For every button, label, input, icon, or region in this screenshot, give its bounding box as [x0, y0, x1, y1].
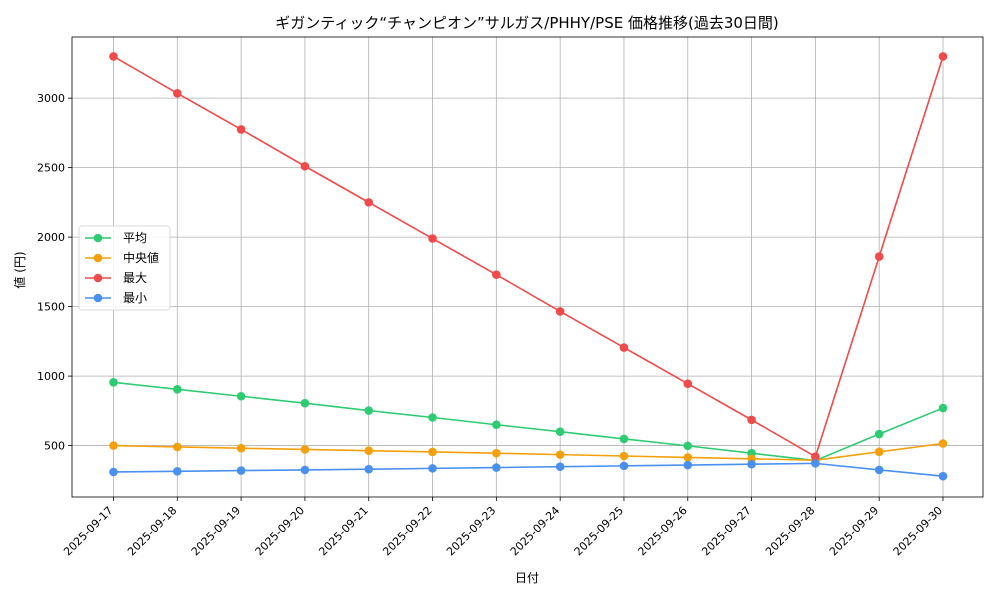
series-line-4: [113, 462, 944, 477]
series-line-3: [113, 55, 944, 458]
legend-marker: [93, 293, 103, 303]
x-tick-label: 2025-09-22: [380, 504, 434, 558]
data-point: [428, 464, 437, 473]
data-point: [938, 439, 948, 448]
x-tick-label: 2025-09-30: [891, 504, 945, 558]
x-tick-label: 2025-09-21: [316, 504, 370, 558]
data-point: [555, 450, 565, 459]
series-layer: [109, 52, 948, 481]
data-point: [236, 125, 246, 134]
data-point: [109, 441, 118, 450]
data-point: [811, 459, 820, 468]
x-tick-label: 2025-09-29: [827, 504, 881, 558]
y-axis-label: 値 (円): [12, 251, 27, 288]
data-point: [364, 464, 374, 474]
y-tick-label: 2500: [37, 162, 65, 175]
legend-label: 最大: [123, 271, 147, 285]
data-point: [747, 415, 756, 425]
data-point: [683, 453, 693, 462]
data-point: [619, 451, 629, 461]
data-point: [300, 465, 310, 475]
x-tick-label: 2025-09-25: [572, 504, 626, 558]
legend-box: [78, 225, 171, 311]
y-tick-label: 500: [44, 440, 65, 453]
y-tick-label: 3000: [37, 92, 65, 105]
data-point: [109, 467, 118, 477]
data-point: [874, 465, 884, 475]
data-point: [874, 447, 884, 457]
data-point: [173, 466, 182, 476]
data-point: [555, 462, 565, 472]
legend-marker: [93, 233, 103, 243]
series-line-2: [113, 442, 944, 461]
x-tick-label: 2025-09-18: [125, 504, 179, 558]
data-point: [109, 378, 118, 387]
tick-labels: 2025-09-17 2025-09-18 2025-09-19 2025-09-20…: [37, 92, 945, 558]
y-tick-label: 1000: [37, 370, 65, 383]
data-point: [364, 446, 374, 456]
data-point: [236, 391, 246, 401]
data-point: [619, 461, 629, 471]
x-tick-label: 2025-09-26: [635, 504, 689, 558]
x-tick-label: 2025-09-20: [253, 504, 307, 558]
data-point: [492, 448, 501, 458]
data-point: [300, 161, 310, 171]
legend-marker: [93, 253, 103, 263]
data-point: [492, 420, 501, 430]
x-tick-label: 2025-09-24: [508, 504, 562, 558]
data-point: [874, 429, 884, 439]
data-point: [428, 413, 437, 422]
data-point: [683, 460, 693, 470]
data-point: [619, 434, 629, 444]
data-point: [364, 198, 374, 207]
x-tick-label: 2025-09-19: [189, 504, 243, 558]
data-point: [938, 403, 948, 413]
legend-label: 最小: [123, 291, 147, 305]
data-point: [173, 88, 182, 98]
legend-marker: [93, 273, 103, 283]
data-point: [555, 307, 565, 316]
data-point: [109, 52, 118, 61]
data-point: [364, 406, 374, 415]
y-tick-label: 1500: [37, 301, 65, 314]
data-point: [811, 452, 820, 461]
data-point: [428, 234, 437, 243]
grid: [72, 37, 983, 497]
data-point: [938, 471, 948, 481]
data-point: [492, 463, 501, 472]
data-point: [683, 441, 693, 451]
data-point: [300, 445, 310, 454]
data-point: [874, 252, 884, 261]
data-point: [747, 459, 756, 469]
y-tick-label: 2000: [37, 231, 65, 244]
x-tick-label: 2025-09-23: [444, 504, 498, 558]
legend-label: 中央値: [123, 250, 159, 265]
chart-title: ギガンティック“チャンピオン”サルガス/PHHY/PSE 価格推移(過去30日間…: [275, 14, 779, 32]
x-tick-label: 2025-09-27: [699, 504, 753, 558]
data-point: [938, 52, 948, 61]
data-point: [173, 442, 182, 452]
data-point: [619, 343, 629, 352]
data-point: [492, 270, 501, 279]
data-point: [683, 379, 693, 389]
x-tick-label: 2025-09-28: [763, 504, 817, 558]
data-point: [173, 384, 182, 394]
x-axis-label: 日付: [515, 571, 539, 585]
legend-label: 平均: [123, 231, 147, 245]
axes: [68, 36, 984, 501]
data-point: [300, 398, 310, 408]
data-point: [236, 466, 246, 475]
x-tick-label: 2025-09-17: [61, 504, 115, 558]
data-point: [428, 447, 437, 457]
plot-frame: [71, 36, 984, 498]
data-point: [555, 427, 565, 436]
data-point: [236, 443, 246, 453]
